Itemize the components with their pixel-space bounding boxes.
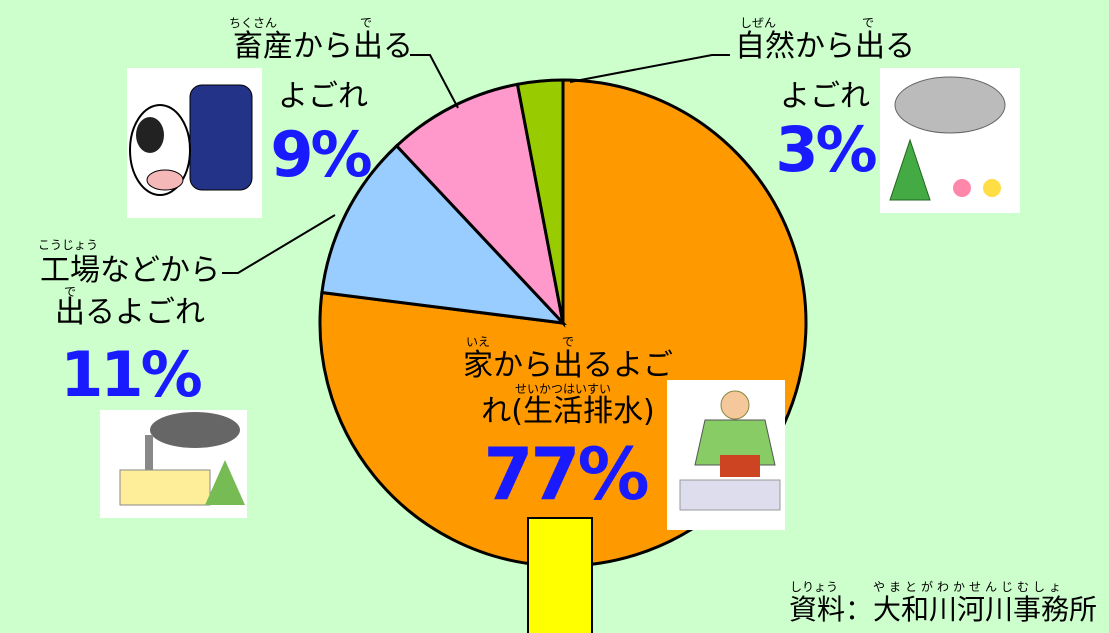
- furigana: で: [562, 335, 575, 349]
- pie-slice: [320, 143, 567, 326]
- category-label: 畜産から出るよごれ: [233, 29, 413, 114]
- furigana: やまとがわかせんじむしょ: [873, 580, 1066, 594]
- category-label: 工場などから出るよごれ: [40, 253, 220, 330]
- source: 資料：大和川河川事務所: [788, 593, 1097, 626]
- cow-illustration: [127, 68, 262, 218]
- furigana: こうじょう: [38, 238, 99, 252]
- leader-line: [569, 54, 730, 83]
- marker-bar: [527, 517, 593, 633]
- category-label: 家から出るよごれ(生活排水): [463, 348, 673, 429]
- value-label: 3%: [775, 113, 877, 186]
- furigana: しりょう: [790, 580, 839, 594]
- value-label: 77%: [483, 432, 649, 516]
- furigana: しぜん: [740, 16, 777, 30]
- furigana: で: [64, 285, 77, 299]
- furigana: せいかつはいすい: [515, 382, 612, 396]
- furigana: いえ: [466, 335, 491, 349]
- leader-line: [410, 54, 459, 109]
- value-label: 11%: [60, 338, 202, 411]
- value-label: 9%: [270, 118, 372, 191]
- category-label: 自然から出るよごれ: [735, 29, 915, 114]
- pie-slice: [394, 82, 566, 328]
- pie-slice: [515, 78, 565, 324]
- leader-line: [222, 214, 336, 274]
- furigana: で: [360, 16, 373, 30]
- kitchen-illustration: [667, 380, 785, 530]
- furigana: で: [862, 16, 875, 30]
- nature-illustration: [880, 68, 1020, 213]
- furigana: ちくさん: [229, 16, 278, 30]
- factory-illustration: [100, 410, 247, 518]
